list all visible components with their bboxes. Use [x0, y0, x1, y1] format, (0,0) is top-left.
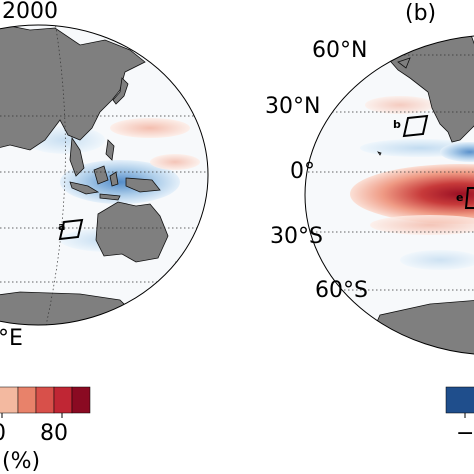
lat-label-60n: 60°N [312, 38, 367, 63]
colorbar-right: − [445, 386, 474, 446]
panel-a-indonesia [69, 181, 100, 195]
colorbar-left-swatch-4 [53, 386, 73, 414]
lat-label-30n: 30°N [265, 94, 320, 119]
panel-a-title: 2000 [2, 0, 58, 24]
region-label-b: b [393, 118, 401, 131]
colorbar-right-swatch-1 [445, 386, 474, 414]
lat-label-30s: 30°S [270, 224, 323, 249]
panel-b-pos-anomaly [350, 164, 474, 224]
panel-a-japan [112, 77, 129, 105]
colorbar-left-swatch-2 [17, 386, 37, 414]
panel-a-pos-anomaly [110, 118, 190, 138]
panel-b-neg-anomaly [440, 142, 474, 162]
colorbar-left-swatch-5 [71, 386, 91, 414]
colorbar-left-swatch-1 [0, 386, 19, 414]
panel-b-map: b e (b) 60°N 30°N 0° 30°S 60°S [265, 1, 474, 355]
region-box-a [58, 218, 84, 241]
colorbar-left-tick-80: 80 [40, 421, 68, 446]
colorbar-right-tick: − [456, 421, 474, 446]
panel-a-map: a 2000 °E [0, 0, 209, 351]
colorbar-left-tick-0: 0 [0, 421, 6, 446]
colorbar-left-unit: (%) [2, 449, 40, 474]
region-label-a: a [58, 220, 65, 233]
colorbar-left-swatch-3 [35, 386, 55, 414]
panel-a-australia [95, 201, 169, 263]
lat-label-60s: 60°S [315, 278, 368, 303]
region-label-e: e [456, 191, 463, 204]
panel-b-label: (b) [405, 1, 436, 26]
region-box-b [402, 114, 429, 138]
colorbar-left: 0 80 (%) [0, 386, 91, 474]
region-box-e [464, 187, 474, 209]
lat-label-0: 0° [290, 159, 315, 184]
panel-a-asia-landmass [0, 25, 146, 151]
panel-a-lon-label: °E [0, 326, 23, 351]
